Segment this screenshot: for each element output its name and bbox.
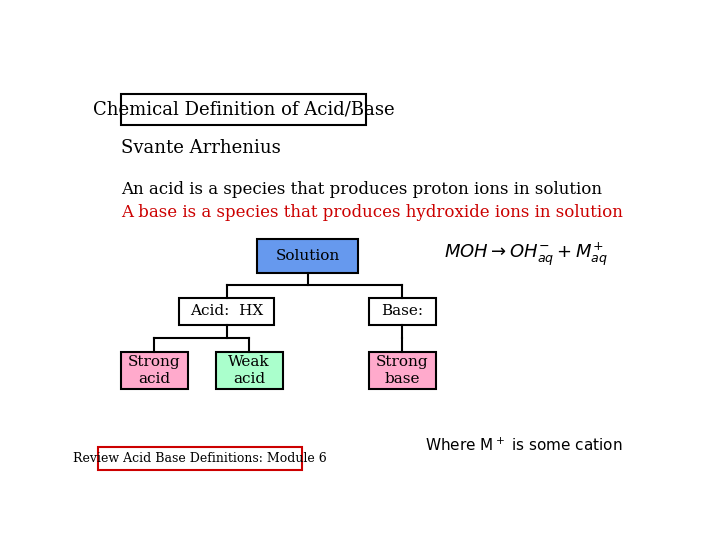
Text: Solution: Solution bbox=[276, 249, 340, 263]
Text: Acid:  HX: Acid: HX bbox=[190, 304, 264, 318]
Text: Strong
base: Strong base bbox=[376, 355, 429, 386]
Text: An acid is a species that produces proton ions in solution: An acid is a species that produces proto… bbox=[121, 181, 602, 198]
Text: Svante Arrhenius: Svante Arrhenius bbox=[121, 139, 281, 157]
Text: Where M$^+$ is some cation: Where M$^+$ is some cation bbox=[425, 437, 622, 454]
FancyBboxPatch shape bbox=[121, 352, 188, 389]
Text: Strong
acid: Strong acid bbox=[128, 355, 181, 386]
FancyBboxPatch shape bbox=[369, 298, 436, 325]
Text: Chemical Definition of Acid/Base: Chemical Definition of Acid/Base bbox=[93, 100, 395, 118]
FancyBboxPatch shape bbox=[215, 352, 282, 389]
Text: Review Acid Base Definitions: Module 6: Review Acid Base Definitions: Module 6 bbox=[73, 453, 327, 465]
FancyBboxPatch shape bbox=[258, 239, 358, 273]
Text: $MOH \rightarrow OH^{-}_{aq} + M^{+}_{aq}$: $MOH \rightarrow OH^{-}_{aq} + M^{+}_{aq… bbox=[444, 240, 608, 268]
FancyBboxPatch shape bbox=[369, 352, 436, 389]
Text: Base:: Base: bbox=[382, 304, 423, 318]
FancyBboxPatch shape bbox=[179, 298, 274, 325]
Text: A base is a species that produces hydroxide ions in solution: A base is a species that produces hydrox… bbox=[121, 204, 623, 221]
FancyBboxPatch shape bbox=[99, 447, 302, 470]
FancyBboxPatch shape bbox=[121, 94, 366, 125]
Text: Weak
acid: Weak acid bbox=[228, 355, 270, 386]
